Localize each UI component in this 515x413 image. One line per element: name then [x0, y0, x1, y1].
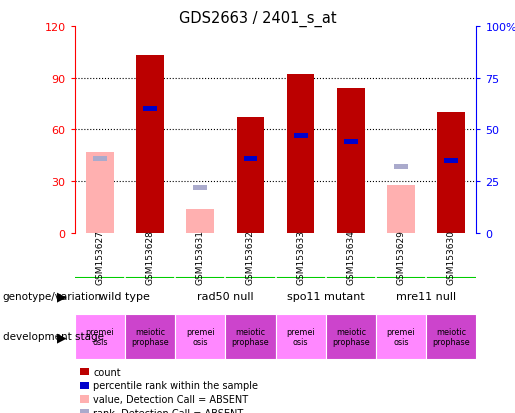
Text: GSM153630: GSM153630 [447, 230, 456, 285]
Text: GSM153633: GSM153633 [296, 230, 305, 285]
Bar [93, 157, 107, 161]
Bar [175, 314, 226, 359]
Bar [344, 140, 358, 145]
Bar [236, 118, 264, 233]
Bar [193, 185, 207, 190]
Bar [186, 209, 214, 233]
Text: GSM153629: GSM153629 [397, 230, 405, 285]
Bar [337, 89, 365, 233]
Bar [136, 56, 164, 233]
Text: GSM153627: GSM153627 [95, 230, 104, 285]
Bar [426, 314, 476, 359]
Text: percentile rank within the sample: percentile rank within the sample [93, 380, 258, 390]
Text: GDS2663 / 2401_s_at: GDS2663 / 2401_s_at [179, 10, 336, 26]
Text: genotype/variation: genotype/variation [3, 291, 101, 301]
Text: meiotic
prophase: meiotic prophase [433, 327, 470, 346]
Text: spo11 mutant: spo11 mutant [287, 291, 365, 301]
Bar [294, 134, 307, 139]
Text: GSM153634: GSM153634 [347, 230, 355, 285]
Text: meiotic
prophase: meiotic prophase [131, 327, 169, 346]
Bar [376, 314, 426, 359]
Text: mre11 null: mre11 null [396, 291, 456, 301]
Bar [125, 314, 175, 359]
Text: meiotic
prophase: meiotic prophase [232, 327, 269, 346]
Bar [276, 314, 325, 359]
Text: count: count [93, 367, 121, 377]
Bar [75, 314, 125, 359]
Text: ▶: ▶ [57, 290, 67, 303]
Text: premei
osis: premei osis [85, 327, 114, 346]
Text: value, Detection Call = ABSENT: value, Detection Call = ABSENT [93, 394, 248, 404]
Bar [226, 314, 276, 359]
Text: premei
osis: premei osis [286, 327, 315, 346]
Text: rank, Detection Call = ABSENT: rank, Detection Call = ABSENT [93, 408, 244, 413]
Bar [394, 165, 408, 170]
Text: GSM153628: GSM153628 [146, 230, 154, 285]
Bar [86, 152, 114, 233]
Text: development stage: development stage [3, 332, 104, 342]
Bar [444, 159, 458, 164]
Text: GSM153632: GSM153632 [246, 230, 255, 285]
Text: meiotic
prophase: meiotic prophase [332, 327, 370, 346]
Bar [143, 107, 157, 112]
Text: premei
osis: premei osis [186, 327, 215, 346]
Text: rad50 null: rad50 null [197, 291, 253, 301]
Text: ▶: ▶ [57, 330, 67, 343]
Bar [387, 185, 415, 233]
Text: premei
osis: premei osis [387, 327, 416, 346]
Bar [287, 75, 315, 233]
Bar [437, 113, 465, 233]
Text: wild type: wild type [99, 291, 150, 301]
Text: GSM153631: GSM153631 [196, 230, 204, 285]
Bar [325, 314, 376, 359]
Bar [244, 157, 258, 161]
